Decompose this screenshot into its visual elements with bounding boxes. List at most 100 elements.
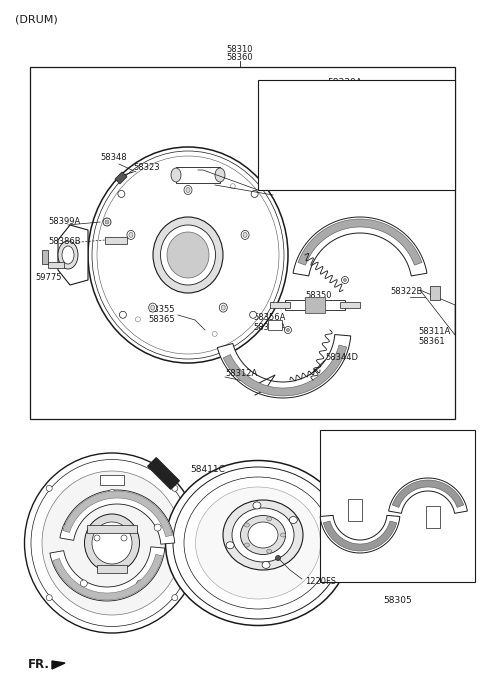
Polygon shape [293,217,427,276]
Text: 58399A: 58399A [48,216,80,226]
Polygon shape [60,490,175,544]
Ellipse shape [105,220,109,224]
Polygon shape [324,521,396,551]
Ellipse shape [221,305,225,310]
Bar [176,167,220,183]
Bar [320,430,475,582]
Ellipse shape [248,522,278,548]
Bar [30,67,455,419]
Ellipse shape [241,231,249,239]
Bar [305,297,325,313]
Ellipse shape [173,467,343,619]
Ellipse shape [108,490,116,496]
Ellipse shape [290,141,296,145]
Ellipse shape [120,311,126,318]
Ellipse shape [24,453,200,633]
Text: 58348: 58348 [100,154,127,163]
Ellipse shape [167,232,209,278]
Ellipse shape [154,524,161,531]
Polygon shape [389,478,468,513]
Ellipse shape [280,533,286,537]
Ellipse shape [399,139,410,152]
Polygon shape [58,225,88,285]
Ellipse shape [253,502,261,509]
Text: 58356A: 58356A [253,313,286,322]
Bar [105,237,127,244]
Ellipse shape [171,168,181,182]
Bar [100,475,124,485]
Ellipse shape [223,500,303,570]
Ellipse shape [244,523,249,527]
Bar [270,302,290,308]
Text: 58305: 58305 [384,596,412,605]
Ellipse shape [277,133,285,141]
Bar [268,129,276,135]
Text: 58365: 58365 [148,316,175,324]
Text: 58361: 58361 [418,337,444,347]
Ellipse shape [251,190,258,197]
Bar [285,300,345,310]
Ellipse shape [186,188,190,192]
Polygon shape [298,219,422,265]
Text: 58323: 58323 [133,163,160,171]
Ellipse shape [344,279,347,282]
Ellipse shape [42,471,182,615]
Bar [115,172,127,184]
Polygon shape [50,547,165,601]
Ellipse shape [435,141,441,148]
Ellipse shape [243,233,247,237]
Ellipse shape [219,303,227,312]
Bar [426,506,440,528]
Ellipse shape [290,133,296,137]
Ellipse shape [135,317,140,322]
Polygon shape [223,345,347,396]
Ellipse shape [80,580,87,587]
Ellipse shape [58,241,78,269]
Text: 58355: 58355 [148,305,175,314]
Polygon shape [148,458,179,489]
Polygon shape [53,554,163,600]
Ellipse shape [226,542,234,549]
Text: (DRUM): (DRUM) [15,14,58,24]
Ellipse shape [121,535,127,541]
Ellipse shape [287,328,289,332]
Ellipse shape [92,522,132,564]
Ellipse shape [94,535,100,541]
Polygon shape [52,661,65,669]
Text: 58311A: 58311A [418,328,450,337]
Text: 58386B: 58386B [48,237,81,245]
Text: 58350: 58350 [305,290,332,299]
Ellipse shape [97,156,279,354]
Ellipse shape [230,184,235,188]
Ellipse shape [184,477,332,609]
Bar [97,565,127,573]
Ellipse shape [276,556,280,560]
Ellipse shape [172,594,178,600]
Bar [430,286,440,300]
Ellipse shape [88,147,288,363]
Ellipse shape [195,487,321,599]
Ellipse shape [84,514,140,572]
Ellipse shape [267,517,272,521]
Ellipse shape [212,331,217,337]
Ellipse shape [267,549,272,553]
Ellipse shape [396,135,414,155]
Ellipse shape [172,170,177,175]
Ellipse shape [341,277,348,284]
Ellipse shape [129,233,133,237]
Ellipse shape [289,517,297,524]
Text: 58344D: 58344D [325,352,358,362]
Ellipse shape [149,303,157,312]
Ellipse shape [184,186,192,194]
Text: 58322B: 58322B [390,288,422,296]
Ellipse shape [285,326,291,333]
Ellipse shape [46,594,52,600]
Ellipse shape [160,225,216,285]
Text: FR.: FR. [28,658,50,672]
Text: 58411C: 58411C [190,466,225,475]
Bar [348,499,362,521]
Text: 1220FS: 1220FS [305,577,336,586]
Bar [87,525,137,533]
Ellipse shape [166,460,350,626]
Ellipse shape [31,460,193,626]
